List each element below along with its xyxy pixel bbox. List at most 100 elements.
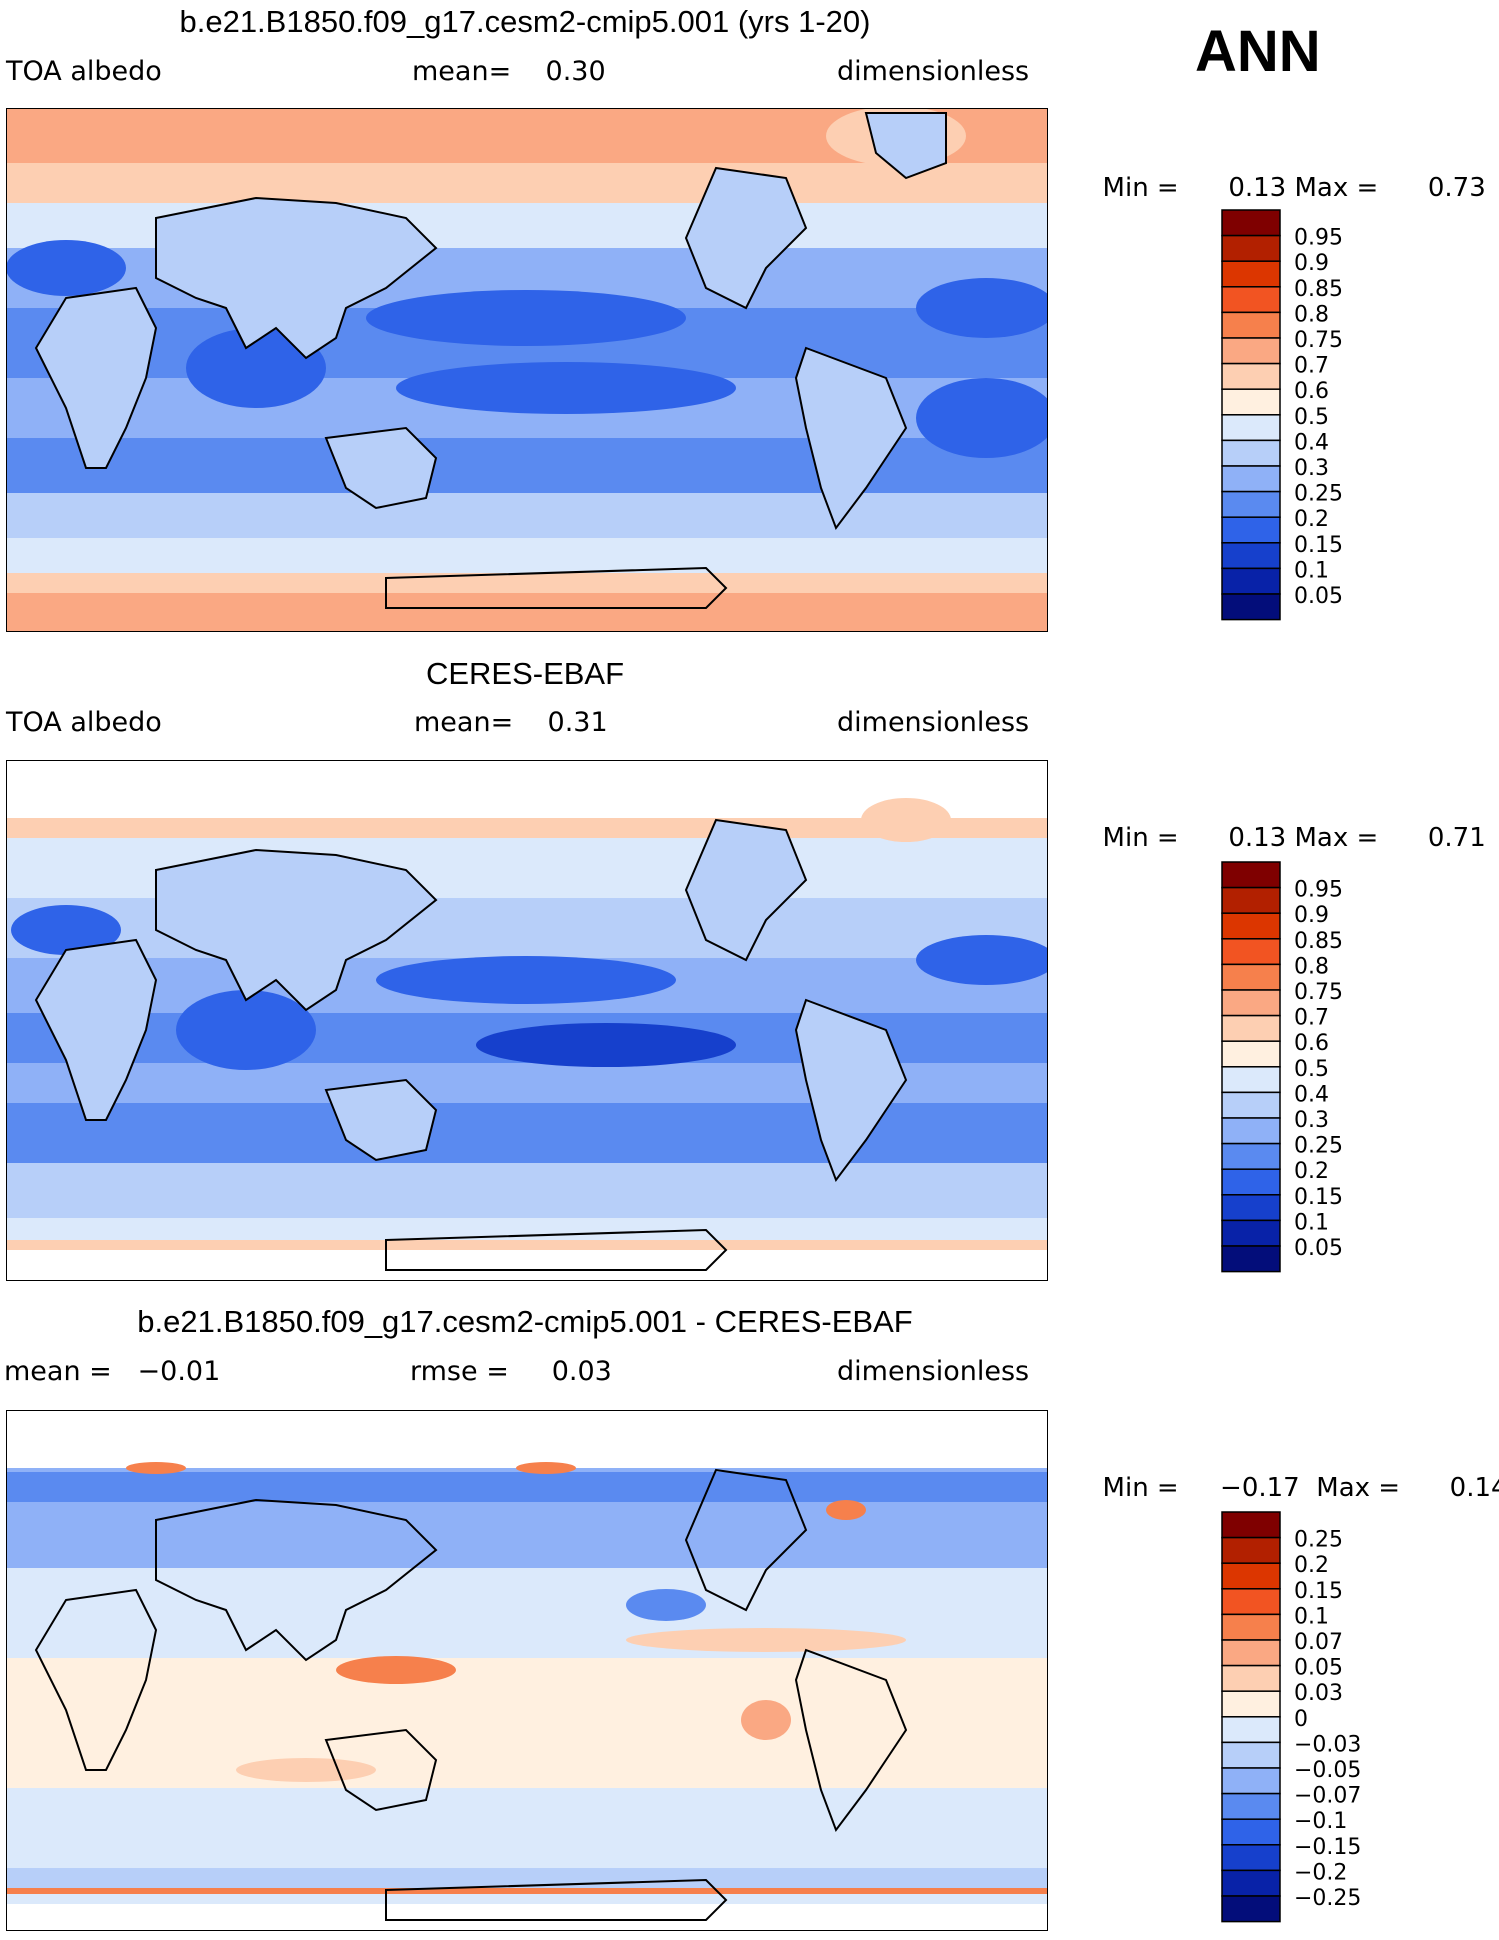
panel-1-units-label: dimensionless — [837, 56, 1030, 87]
colorbar-box — [1221, 1245, 1281, 1273]
colorbar-tick-label: −0.07 — [1294, 1784, 1361, 1809]
colorbar-box — [1221, 542, 1281, 570]
colorbar-box — [1221, 1716, 1281, 1744]
colorbar-tick-label: 0.7 — [1294, 1006, 1329, 1031]
colorbar-tick-label: 0.25 — [1294, 1528, 1343, 1553]
panel-1-map — [6, 108, 1048, 632]
panel-2-title: CERES-EBAF — [425, 656, 625, 691]
colorbar-tick-label: 0.75 — [1294, 328, 1343, 353]
colorbar-box — [1221, 861, 1281, 889]
colorbar-tick-label: 0.03 — [1294, 1681, 1343, 1706]
panel-3-title: b.e21.B1850.f09_g17.cesm2-cmip5.001 - CE… — [137, 1304, 913, 1339]
colorbar-tick-label: 0.2 — [1294, 1159, 1329, 1184]
colorbar-tick-label: −0.03 — [1294, 1732, 1361, 1757]
colorbar-tick-label: −0.25 — [1294, 1886, 1361, 1911]
colorbar-box — [1221, 1690, 1281, 1718]
panel-2-max-value: 0.71 — [1427, 823, 1486, 853]
colorbar-tick-label: −0.15 — [1294, 1835, 1361, 1860]
colorbar-box — [1221, 1091, 1281, 1119]
panel-3-units-label: dimensionless — [837, 1356, 1030, 1387]
colorbar-box — [1221, 886, 1281, 914]
panel-3-max-label: Max = — [1316, 1473, 1401, 1503]
colorbar-box — [1221, 1117, 1281, 1145]
colorbar-box — [1221, 912, 1281, 940]
colorbar-tick-label: 0.05 — [1294, 1656, 1343, 1681]
panel-3-mean-label: mean = −0.01 — [4, 1356, 221, 1387]
colorbar-tick-label: 0.8 — [1294, 954, 1329, 979]
colorbar-tick-label: 0.4 — [1294, 1082, 1329, 1107]
colorbar-tick-label: 0.75 — [1294, 980, 1343, 1005]
colorbar-box — [1221, 388, 1281, 416]
colorbar-box — [1221, 1066, 1281, 1094]
colorbar-tick-label: 0.8 — [1294, 302, 1329, 327]
colorbar-box — [1221, 362, 1281, 390]
colorbar-tick-label: 0.7 — [1294, 354, 1329, 379]
panel-2-variable-label: TOA albedo — [6, 707, 162, 738]
panel-1-min-value: 0.13 — [1228, 173, 1287, 203]
colorbar-box — [1221, 1040, 1281, 1068]
colorbar-box — [1221, 1219, 1281, 1247]
colorbar-tick-label: 0.95 — [1294, 226, 1343, 251]
panel-2-max-label: Max = — [1294, 823, 1379, 853]
panel-3-rmse-label: rmse = 0.03 — [410, 1356, 612, 1387]
colorbar-tick-label: 0.1 — [1294, 558, 1329, 583]
colorbar-tick-label: 0.95 — [1294, 878, 1343, 903]
colorbar-box — [1221, 1194, 1281, 1222]
panel-3-max-value: 0.14 — [1449, 1473, 1499, 1503]
colorbar-tick-label: 0.15 — [1294, 1579, 1343, 1604]
colorbar-tick-label: 0.15 — [1294, 1185, 1343, 1210]
colorbar-box — [1221, 963, 1281, 991]
colorbar-box — [1221, 1142, 1281, 1170]
colorbar-box — [1221, 286, 1281, 314]
colorbar-box — [1221, 1562, 1281, 1590]
panel-2-mean-label: mean= 0.31 — [414, 707, 608, 738]
panel-1-max-value: 0.73 — [1427, 173, 1486, 203]
panel-2-units-label: dimensionless — [837, 707, 1030, 738]
colorbar-tick-label: 0.15 — [1294, 533, 1343, 558]
colorbar-box — [1221, 1639, 1281, 1667]
colorbar-box — [1221, 1869, 1281, 1897]
panel-1-variable-label: TOA albedo — [6, 56, 162, 87]
colorbar-box — [1221, 490, 1281, 518]
panel-2-minmax: Min = 0.13 Max = 0.71 — [1086, 793, 1486, 853]
colorbar-box — [1221, 311, 1281, 339]
colorbar-box — [1221, 1741, 1281, 1769]
colorbar-tick-label: 0.05 — [1294, 1236, 1343, 1261]
colorbar-box — [1221, 1168, 1281, 1196]
colorbar-box — [1221, 989, 1281, 1017]
season-label: ANN — [1195, 19, 1321, 84]
panel-1-minmax: Min = 0.13 Max = 0.73 — [1086, 143, 1486, 203]
colorbar-box — [1221, 516, 1281, 544]
colorbar-box — [1221, 1511, 1281, 1539]
panel-3-minmax: Min = −0.17 Max = 0.14 — [1086, 1443, 1499, 1503]
panel-1-max-label: Max = — [1294, 173, 1379, 203]
panel-2-min-label: Min = — [1102, 823, 1179, 853]
colorbar-tick-label: 0.85 — [1294, 929, 1343, 954]
colorbar-box — [1221, 1014, 1281, 1042]
panel-3-min-label: Min = — [1102, 1473, 1179, 1503]
colorbar-box — [1221, 567, 1281, 595]
panel-1-mean-label: mean= 0.30 — [412, 56, 606, 87]
colorbar-tick-label: 0.05 — [1294, 584, 1343, 609]
colorbar-tick-label: 0.6 — [1294, 379, 1329, 404]
panel-2-min-value: 0.13 — [1228, 823, 1287, 853]
colorbar-tick-label: 0.25 — [1294, 1134, 1343, 1159]
panel-1-min-label: Min = — [1102, 173, 1179, 203]
colorbar-box — [1221, 1613, 1281, 1641]
colorbar-box — [1221, 1536, 1281, 1564]
colorbar-box — [1221, 1767, 1281, 1795]
colorbar-tick-label: 0.07 — [1294, 1630, 1343, 1655]
colorbar-box — [1221, 593, 1281, 621]
colorbar-tick-label: 0.5 — [1294, 1057, 1329, 1082]
colorbar-box — [1221, 465, 1281, 493]
colorbar-tick-label: −0.1 — [1294, 1809, 1347, 1834]
colorbar-tick-label: 0.9 — [1294, 251, 1329, 276]
colorbar-box — [1221, 439, 1281, 467]
colorbar-tick-label: 0.25 — [1294, 482, 1343, 507]
colorbar-box — [1221, 1895, 1281, 1923]
colorbar-box — [1221, 209, 1281, 237]
colorbar-tick-label: 0.3 — [1294, 456, 1329, 481]
colorbar-tick-label: −0.2 — [1294, 1860, 1347, 1885]
panel-3-map — [6, 1410, 1048, 1931]
colorbar-tick-label: 0.85 — [1294, 277, 1343, 302]
